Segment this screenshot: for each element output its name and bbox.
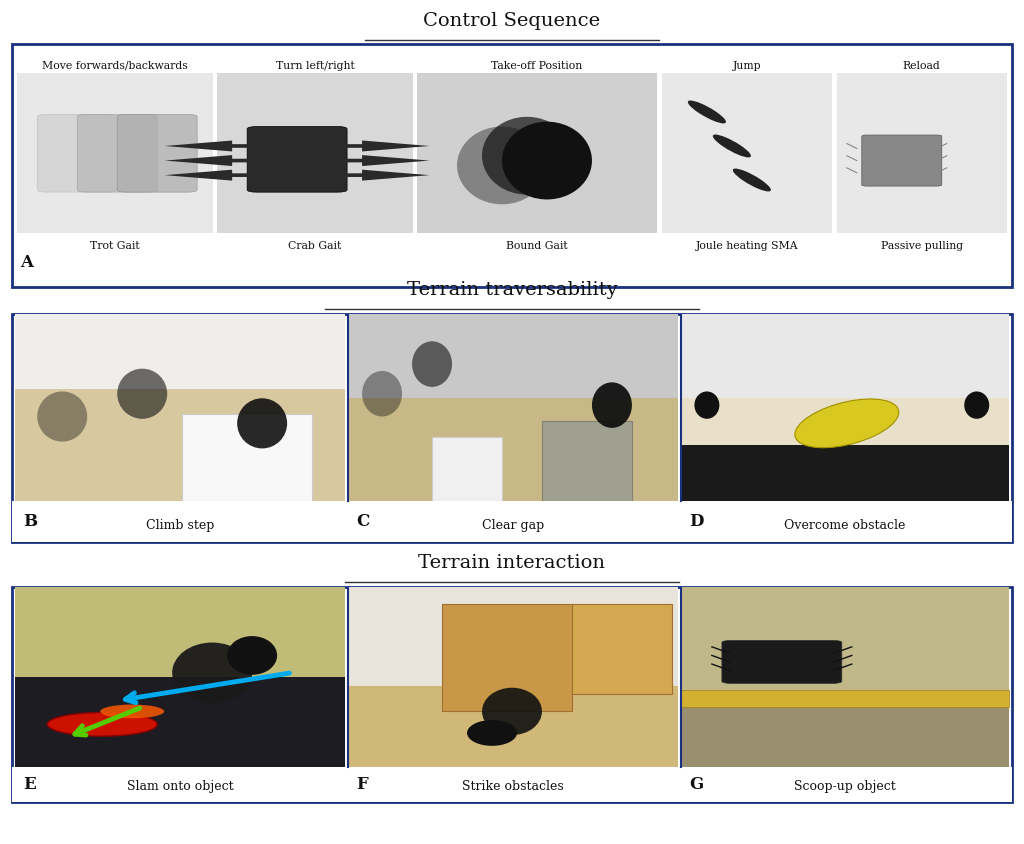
- Bar: [348, 587, 678, 686]
- Text: Move forwards/backwards: Move forwards/backwards: [42, 61, 188, 71]
- Text: C: C: [356, 513, 370, 530]
- Bar: [542, 421, 632, 500]
- Bar: [662, 73, 831, 234]
- Text: Scoop-up object: Scoop-up object: [794, 780, 896, 793]
- Ellipse shape: [238, 398, 287, 448]
- FancyArrow shape: [165, 170, 257, 181]
- Bar: [442, 603, 572, 711]
- FancyBboxPatch shape: [12, 587, 1012, 802]
- Ellipse shape: [362, 371, 402, 416]
- Text: Take-off Position: Take-off Position: [492, 61, 583, 71]
- Text: B: B: [24, 513, 38, 530]
- Text: A: A: [20, 254, 34, 271]
- Ellipse shape: [713, 134, 751, 158]
- FancyBboxPatch shape: [862, 135, 942, 186]
- Ellipse shape: [688, 100, 726, 123]
- Ellipse shape: [694, 392, 720, 419]
- Bar: [432, 437, 502, 500]
- Text: G: G: [689, 776, 703, 793]
- Circle shape: [100, 705, 164, 718]
- Bar: [837, 73, 1007, 234]
- Ellipse shape: [227, 636, 278, 675]
- Text: Turn left/right: Turn left/right: [275, 61, 354, 71]
- Text: Joule heating SMA: Joule heating SMA: [695, 241, 798, 251]
- Text: Clear gap: Clear gap: [482, 519, 544, 533]
- Bar: [348, 398, 678, 500]
- Text: Reload: Reload: [903, 61, 941, 71]
- Ellipse shape: [467, 720, 517, 746]
- Ellipse shape: [457, 127, 547, 204]
- FancyBboxPatch shape: [12, 314, 1012, 542]
- Bar: [217, 73, 413, 234]
- Bar: [572, 603, 672, 694]
- Bar: [182, 414, 312, 500]
- Text: Terrain traversability: Terrain traversability: [407, 281, 617, 299]
- Ellipse shape: [733, 169, 771, 192]
- FancyArrow shape: [337, 140, 429, 151]
- Text: E: E: [24, 776, 36, 793]
- Text: Terrain interaction: Terrain interaction: [419, 555, 605, 572]
- Bar: [417, 73, 657, 234]
- Text: Bound Gait: Bound Gait: [506, 241, 567, 251]
- Ellipse shape: [592, 382, 632, 428]
- Text: D: D: [689, 513, 703, 530]
- Ellipse shape: [172, 642, 252, 703]
- Text: Strike obstacles: Strike obstacles: [462, 780, 564, 793]
- Bar: [681, 704, 1009, 767]
- FancyArrow shape: [337, 155, 429, 166]
- FancyArrow shape: [337, 170, 429, 181]
- Bar: [12, 767, 1012, 802]
- Bar: [681, 314, 1009, 398]
- Bar: [17, 73, 213, 234]
- Ellipse shape: [412, 341, 452, 387]
- Text: Climb step: Climb step: [146, 519, 214, 533]
- FancyArrow shape: [165, 140, 257, 151]
- Text: Slam onto object: Slam onto object: [127, 780, 233, 793]
- Bar: [348, 686, 678, 767]
- FancyBboxPatch shape: [117, 115, 198, 192]
- FancyBboxPatch shape: [12, 44, 1012, 287]
- Bar: [681, 690, 1009, 707]
- Ellipse shape: [37, 392, 87, 441]
- Text: Overcome obstacle: Overcome obstacle: [784, 519, 905, 533]
- Circle shape: [47, 712, 158, 736]
- Ellipse shape: [965, 392, 989, 419]
- Ellipse shape: [117, 369, 167, 419]
- Bar: [15, 314, 345, 389]
- Text: Trot Gait: Trot Gait: [90, 241, 140, 251]
- Ellipse shape: [482, 116, 572, 195]
- Bar: [681, 587, 1009, 704]
- Ellipse shape: [482, 688, 542, 735]
- FancyArrow shape: [165, 155, 257, 166]
- Text: F: F: [356, 776, 368, 793]
- Ellipse shape: [502, 122, 592, 199]
- Bar: [681, 398, 1009, 445]
- Bar: [348, 314, 678, 398]
- FancyBboxPatch shape: [722, 641, 842, 684]
- Text: Passive pulling: Passive pulling: [881, 241, 963, 251]
- Bar: [15, 389, 345, 500]
- Text: Crab Gait: Crab Gait: [289, 241, 342, 251]
- Text: Jump: Jump: [732, 61, 761, 71]
- FancyBboxPatch shape: [247, 127, 347, 192]
- Bar: [12, 500, 1012, 542]
- Ellipse shape: [795, 399, 899, 447]
- Bar: [15, 587, 345, 677]
- Bar: [15, 677, 345, 767]
- FancyBboxPatch shape: [77, 115, 158, 192]
- FancyBboxPatch shape: [37, 115, 117, 192]
- Bar: [681, 445, 1009, 500]
- Text: Control Sequence: Control Sequence: [424, 12, 600, 30]
